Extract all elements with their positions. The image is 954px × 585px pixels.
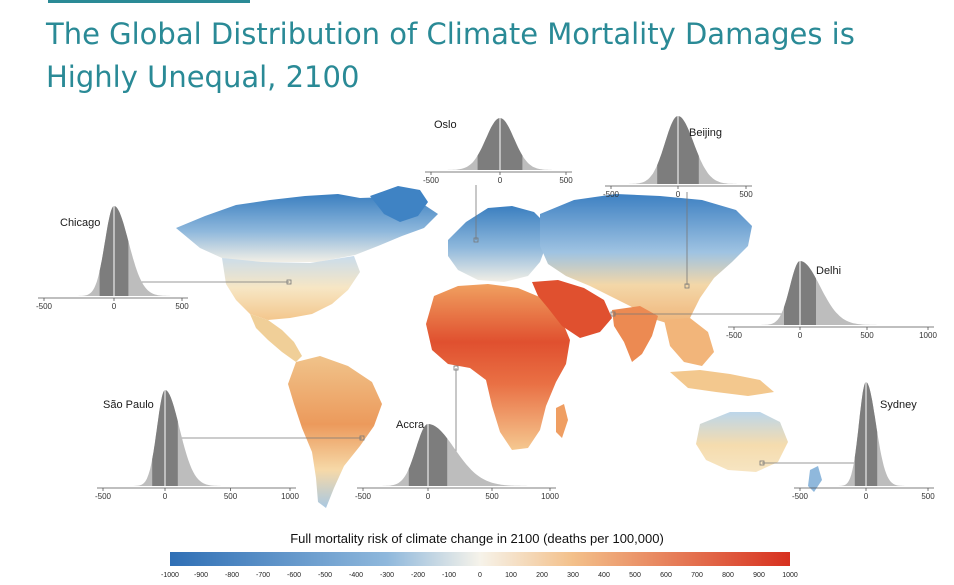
colorbar-tick-label: -400 [348,572,364,579]
chicago-inset: -500 0 500 Chicago [36,206,189,311]
asia-region [540,194,752,324]
colorbar-tick-label: 300 [567,572,579,579]
madagascar-region [556,404,568,438]
sydney-tick-label: -500 [792,492,809,501]
south-america-region [288,356,382,508]
middle-east-region [532,280,612,338]
sydney-tick-label: 500 [921,492,935,501]
chicago-tick-label: -500 [36,302,53,311]
colorbar-tick-label: 800 [722,572,734,579]
colorbar-tick-label: 600 [660,572,672,579]
sydney-tick-label: 0 [864,492,869,501]
colorbar-tick-label: -300 [379,572,395,579]
oslo-label: Oslo [434,119,457,131]
colorbar-tick-label: 100 [505,572,517,579]
colorbar-tick-label: 1000 [782,572,798,579]
colorbar-tick-label: 200 [536,572,548,579]
beijing-tick-label: 500 [739,190,753,199]
title-accent-rule [48,0,250,3]
accra-label: Accra [396,419,425,431]
chicago-marker [286,279,292,285]
europe-region [448,206,548,282]
india-region [612,306,658,362]
chicago-label: Chicago [60,217,100,229]
colorbar-tick-label: 400 [598,572,610,579]
colorbar-tick-label: 0 [478,572,482,579]
colorbar-tick-label: -200 [410,572,426,579]
oslo-marker [473,237,479,243]
delhi-marker [610,311,616,317]
delhi-tick-label: 500 [860,331,874,340]
colorbar-tick-label: 700 [691,572,703,579]
colorbar-tick-label: 500 [629,572,641,579]
australia-region [696,412,788,472]
s-o-paulo-tick-label: 500 [224,492,238,501]
world-map [176,186,822,508]
beijing-tick-label: -500 [603,190,620,199]
beijing-label: Beijing [689,127,722,139]
chicago-tick-label: 0 [112,302,117,311]
africa-region [426,284,570,450]
delhi-label: Delhi [816,265,841,277]
delhi-density-outer [728,261,934,325]
sydney-marker [759,460,765,466]
colorbar-tick-label: -900 [193,572,209,579]
united-states-region [222,256,360,320]
oslo-tick-label: 0 [498,176,503,185]
indonesia-region [670,370,774,396]
chicago-tick-label: 500 [175,302,189,311]
colorbar-tick-label: -800 [224,572,240,579]
delhi-tick-label: 1000 [919,331,937,340]
s-o-paulo-tick-label: -500 [95,492,112,501]
beijing-inset: -500 0 500 Beijing [603,116,753,199]
beijing-marker [684,283,690,289]
accra-tick-label: 500 [485,492,499,501]
accra-tick-label: 0 [426,492,431,501]
oslo-inset: -500 0 500 Oslo [423,118,573,185]
colorbar-tick-label: 900 [753,572,765,579]
colorbar-title: Full mortality risk of climate change in… [290,531,664,546]
southeast-asia-region [664,318,714,366]
s-o-paulo-label: São Paulo [103,399,154,411]
colorbar-tick-label: -1000 [161,572,179,579]
sao-paulo-marker [359,435,365,441]
colorbar [170,552,790,566]
accra-tick-label: -500 [355,492,372,501]
new-zealand-region [808,466,822,492]
city-distribution-insets: -500 0 500 Oslo -500 0 500 Beijing -500 0 500 Chica… [36,116,937,501]
colorbar-tick-label: -700 [255,572,271,579]
sydney-label: Sydney [880,399,917,411]
central-america-region [250,314,302,362]
delhi-tick-label: 0 [798,331,803,340]
colorbar-tick-label: -500 [317,572,333,579]
colorbar-tick-labels: -1000 -900 -800 -700 -600 -500 -400 -300 -200 -10… [161,572,798,584]
accra-inset: -500 0 500 1000 Accra [355,419,559,501]
north-america-region [176,194,438,262]
colorbar-tick-label: -100 [441,572,457,579]
beijing-tick-label: 0 [676,190,681,199]
accra-density-outer [357,424,556,486]
s-o-paulo-tick-label: 1000 [281,492,299,501]
page-title: The Global Distribution of Climate Morta… [46,17,855,94]
oslo-tick-label: 500 [559,176,573,185]
colorbar-tick-label: -600 [286,572,302,579]
accra-tick-label: 1000 [541,492,559,501]
sydney-inset: -500 0 500 Sydney [792,382,935,501]
greenland-region [370,186,428,222]
accra-marker [453,365,459,371]
s-o-paulo-inset: -500 0 500 1000 São Paulo [95,390,299,501]
delhi-tick-label: -500 [726,331,743,340]
s-o-paulo-tick-label: 0 [163,492,168,501]
delhi-inset: -500 0 500 1000 Delhi [726,261,937,340]
oslo-tick-label: -500 [423,176,440,185]
